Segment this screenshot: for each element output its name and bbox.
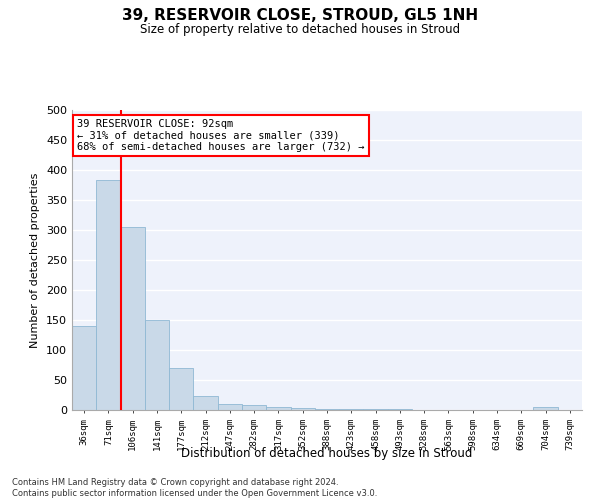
Bar [121, 227, 145, 410]
Bar [315, 409, 339, 410]
Bar [339, 409, 364, 410]
Text: Size of property relative to detached houses in Stroud: Size of property relative to detached ho… [140, 22, 460, 36]
Bar [145, 320, 169, 410]
Bar [96, 180, 121, 410]
Text: Contains HM Land Registry data © Crown copyright and database right 2024.
Contai: Contains HM Land Registry data © Crown c… [12, 478, 377, 498]
Text: 39 RESERVOIR CLOSE: 92sqm
← 31% of detached houses are smaller (339)
68% of semi: 39 RESERVOIR CLOSE: 92sqm ← 31% of detac… [77, 119, 365, 152]
Bar [218, 404, 242, 410]
Y-axis label: Number of detached properties: Number of detached properties [31, 172, 40, 348]
Bar [72, 326, 96, 410]
Bar [193, 396, 218, 410]
Bar [169, 368, 193, 410]
Text: 39, RESERVOIR CLOSE, STROUD, GL5 1NH: 39, RESERVOIR CLOSE, STROUD, GL5 1NH [122, 8, 478, 22]
Text: Distribution of detached houses by size in Stroud: Distribution of detached houses by size … [181, 448, 473, 460]
Bar [266, 407, 290, 410]
Bar [242, 405, 266, 410]
Bar [533, 407, 558, 410]
Bar [290, 408, 315, 410]
